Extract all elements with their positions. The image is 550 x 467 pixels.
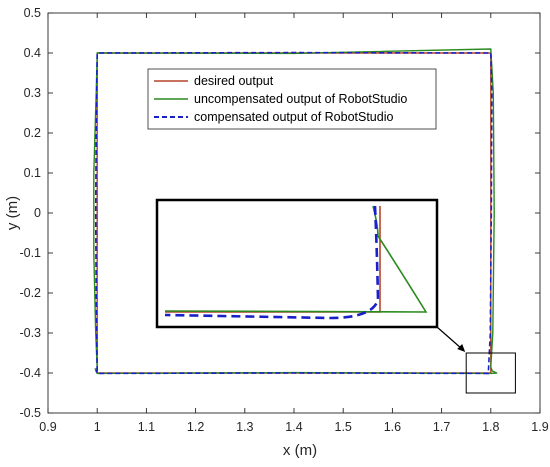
x-tick-label: 1.3 bbox=[236, 420, 253, 434]
y-tick-label: -0.3 bbox=[19, 326, 41, 340]
series-line-2 bbox=[94, 51, 493, 375]
x-tick-label: 1.1 bbox=[138, 420, 155, 434]
y-tick-label: -0.5 bbox=[19, 406, 41, 420]
axes-layer: 0.9 1 1.1 1.2 1.3 1.4 1.5 1.6 1.7 1.8 1.9 -0.5 -0.4 -… bbox=[19, 6, 548, 434]
legend: desired output uncompensated output of Ro… bbox=[147, 68, 437, 130]
zoom-region-box bbox=[465, 352, 516, 394]
x-tick-label: 1.8 bbox=[482, 420, 499, 434]
y-tick-label: 0.3 bbox=[24, 86, 41, 100]
x-axis-label: x (m) bbox=[283, 442, 317, 459]
x-tick-label: 1.6 bbox=[384, 420, 401, 434]
y-tick-label: 0.4 bbox=[24, 46, 41, 60]
annotation-layer bbox=[465, 352, 516, 394]
zoom-inset bbox=[155, 198, 466, 352]
x-tick-label: 1 bbox=[94, 420, 101, 434]
inset-arrow-line bbox=[436, 326, 464, 351]
inset-uncompensated-line bbox=[164, 205, 428, 313]
y-tick-label: 0 bbox=[34, 206, 41, 220]
y-tick-label: -0.2 bbox=[19, 286, 41, 300]
legend-label-1: uncompensated output of RobotStudio bbox=[194, 92, 407, 106]
y-tick-label: -0.4 bbox=[19, 366, 41, 380]
x-tick-label: 1.4 bbox=[285, 420, 302, 434]
series-layer bbox=[93, 48, 498, 375]
y-tick-label: 0.5 bbox=[24, 6, 41, 20]
x-tick-label: 1.5 bbox=[335, 420, 352, 434]
legend-label-0: desired output bbox=[194, 74, 274, 88]
y-axis-label: y (m) bbox=[4, 196, 21, 230]
legend-box bbox=[147, 68, 437, 130]
inset-compensated-line bbox=[164, 205, 380, 320]
inset-arrow-head bbox=[457, 344, 466, 352]
x-tick-label: 1.2 bbox=[187, 420, 204, 434]
x-tick-label: 1.9 bbox=[531, 420, 548, 434]
x-tick-label: 1.7 bbox=[433, 420, 450, 434]
inset-frame bbox=[155, 198, 439, 329]
x-tick-label: 0.9 bbox=[39, 420, 56, 434]
y-tick-label: 0.1 bbox=[24, 166, 41, 180]
y-tick-label: -0.1 bbox=[19, 246, 41, 260]
y-tick-label: 0.2 bbox=[24, 126, 41, 140]
legend-label-2: compensated output of RobotStudio bbox=[194, 110, 393, 124]
